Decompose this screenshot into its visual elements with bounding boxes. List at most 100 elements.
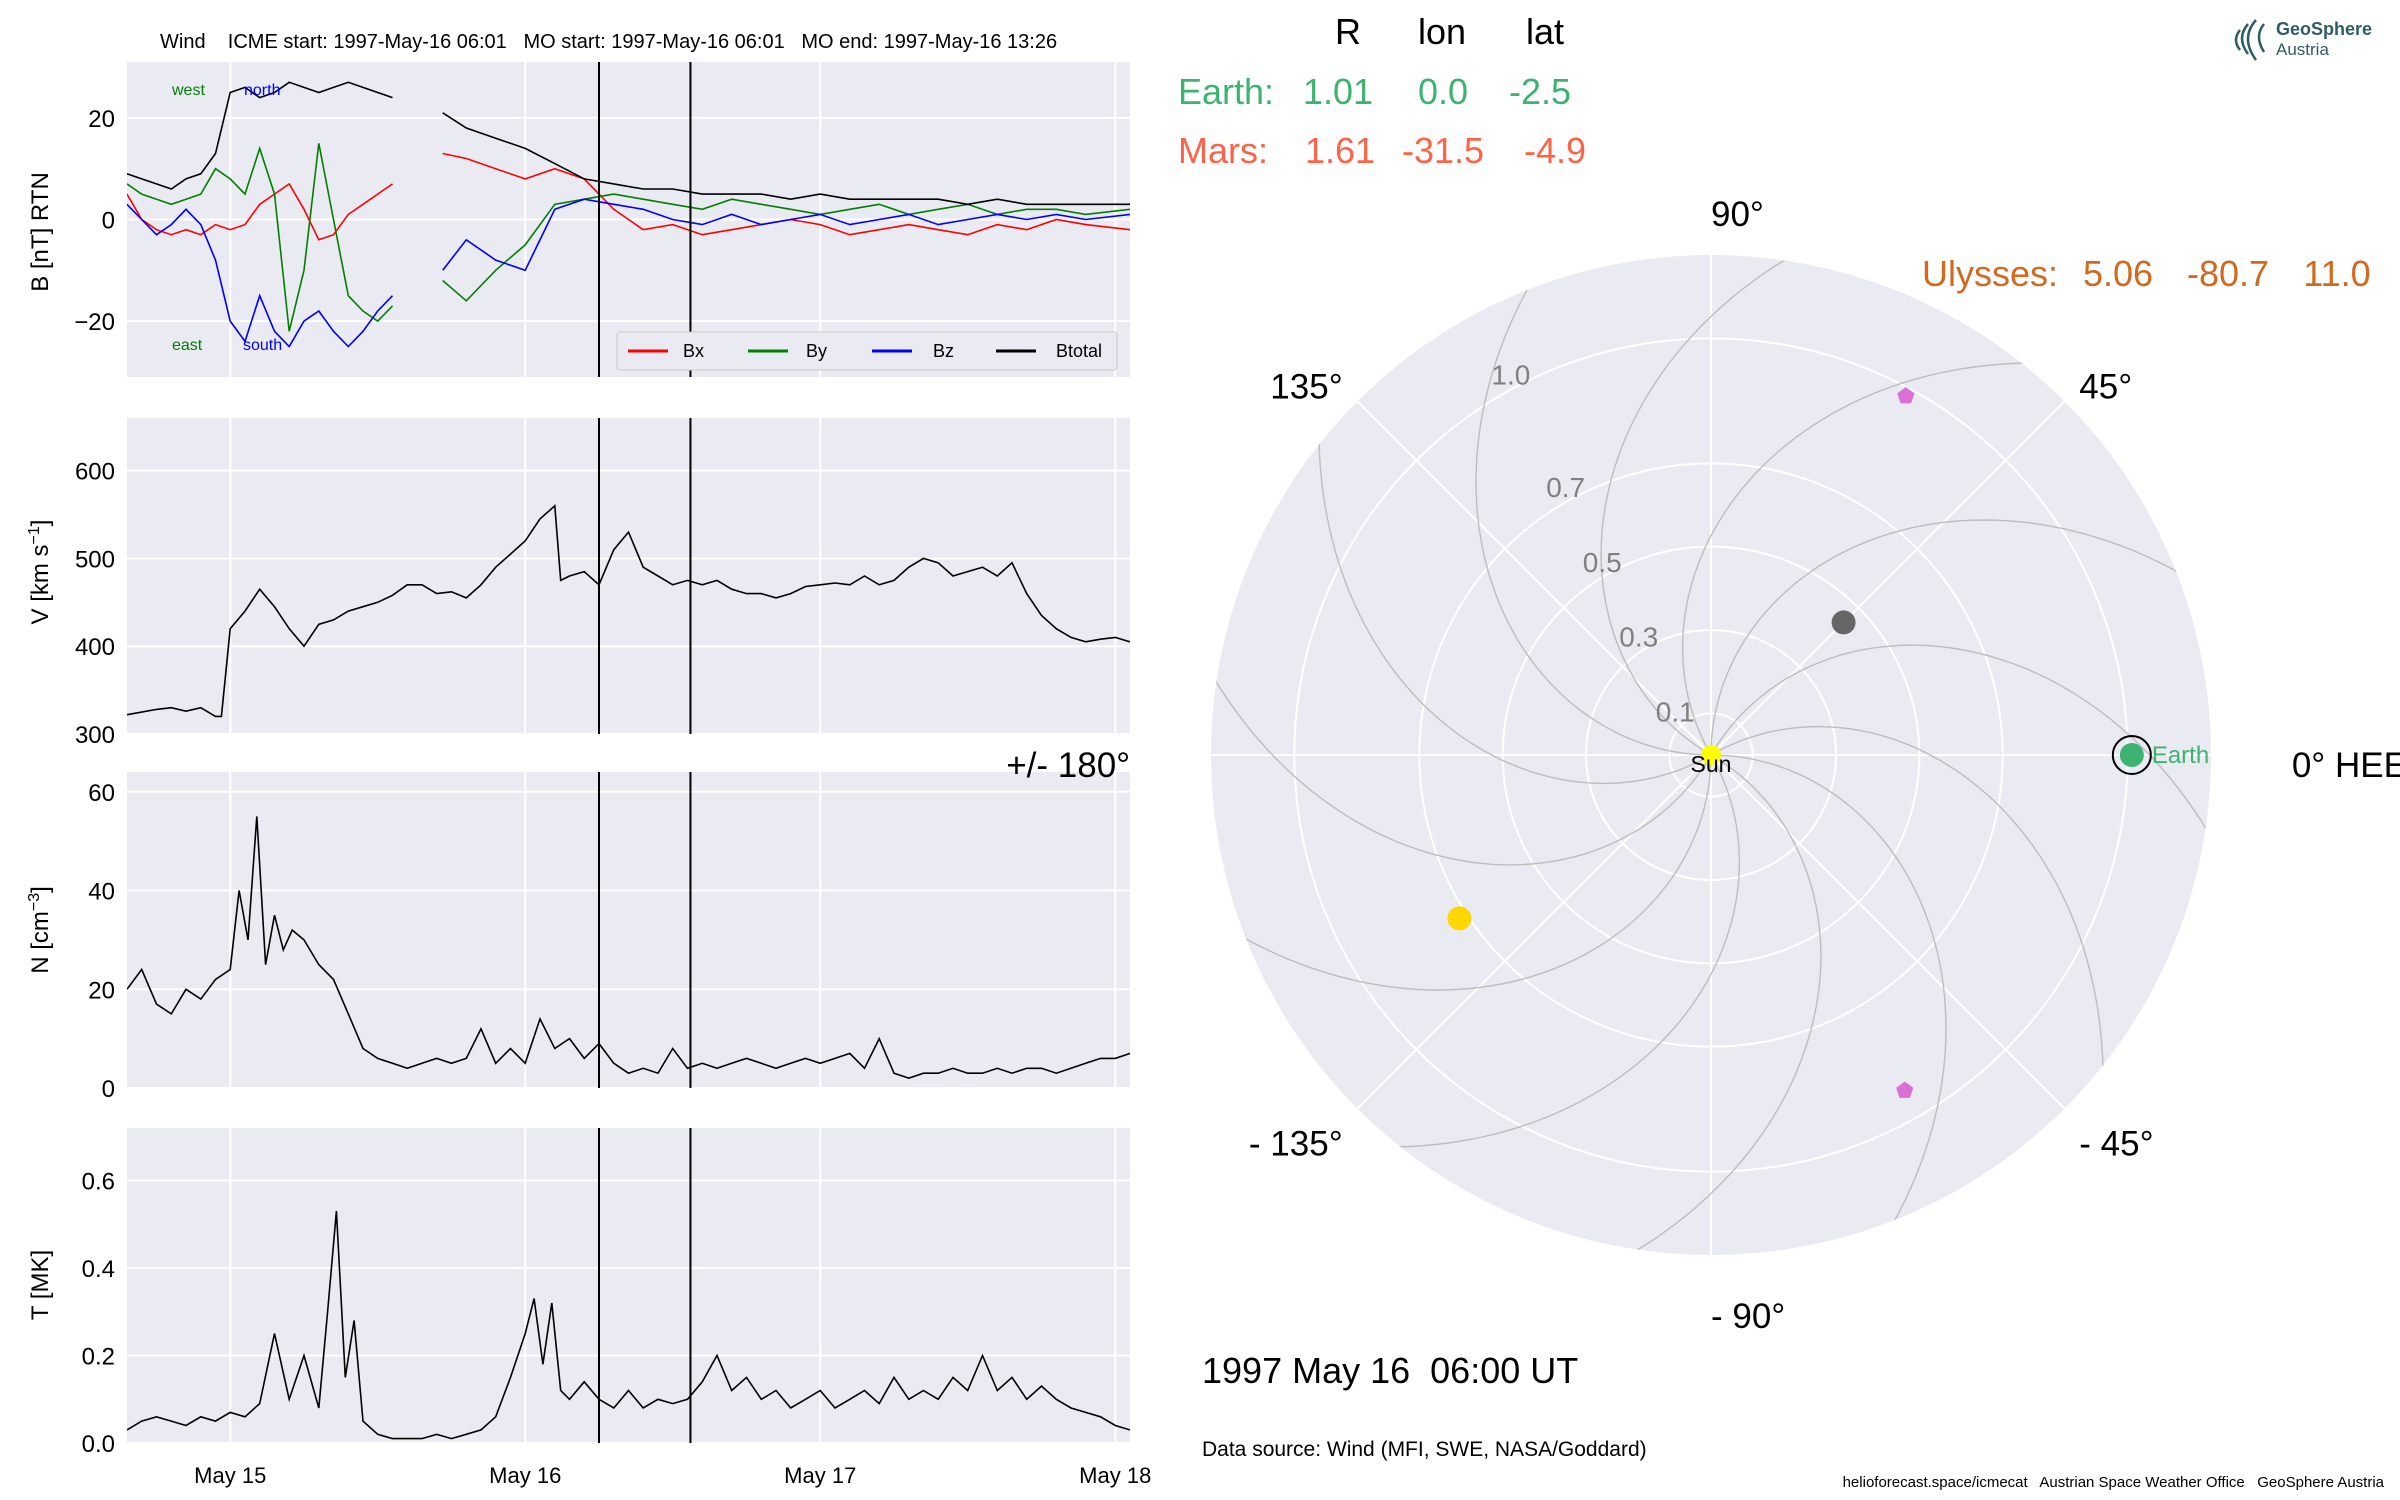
radial-tick-label: 0.7	[1546, 472, 1585, 503]
plot-background	[127, 1128, 1130, 1443]
y-tick-label: 400	[75, 634, 115, 661]
parker-spiral-line	[1318, 347, 1710, 785]
marker-ring-earth	[2111, 735, 2152, 775]
parker-spiral-line	[1600, 255, 1872, 755]
ylabel-n: N [cm−3]	[26, 886, 54, 974]
table-header-lat: lat	[1526, 11, 1564, 52]
y-tick-label: 20	[88, 106, 115, 133]
table-ulysses-lon: -80.7	[2187, 253, 2269, 294]
angle-label: 135°	[1270, 368, 1342, 407]
series-line-bx	[127, 182, 393, 241]
series-line-v	[127, 504, 1130, 718]
speed-panel: 300 400 500 600	[75, 418, 1130, 749]
parker-spiral-line	[1711, 644, 2211, 916]
table-row-earth: Earth: 1.01 0.0 -2.5	[1178, 71, 1571, 112]
radial-tick-label: 1.0	[1491, 360, 1530, 391]
marker-spacecraft-1	[1897, 387, 1915, 404]
parker-spirals	[1211, 255, 2211, 1255]
parker-spiral-line	[1710, 519, 2211, 753]
label-earth: Earth	[2152, 742, 2209, 769]
ylabel-t: T [MK]	[27, 1250, 54, 1320]
legend-label-bz: Bz	[933, 341, 954, 361]
ylabel-v-sup: −1	[26, 526, 43, 544]
angle-label: - 45°	[2079, 1124, 2153, 1163]
y-tick-label: 0.2	[82, 1344, 115, 1371]
series-line-by	[442, 193, 1130, 302]
y-tick-label: 20	[88, 977, 115, 1004]
y-tick-label: 0.0	[82, 1431, 115, 1458]
ylabel-n-text: N [cm	[27, 911, 54, 974]
y-tick-label: −20	[74, 309, 115, 336]
y-tick-label: 500	[75, 546, 115, 573]
x-tick-label: May 16	[489, 1463, 561, 1488]
mag-legend: Bx By Bz Btotal	[616, 331, 1118, 371]
angular-grid-line	[1710, 400, 2066, 756]
table-row-mars: Mars: 1.61 -31.5 -4.9	[1178, 130, 1586, 171]
timestamp: 1997 May 16 06:00 UT	[1202, 1350, 1578, 1391]
angle-label: 0° HEEQ	[2292, 746, 2400, 785]
ylabel-n-tail: ]	[27, 886, 54, 893]
radial-tick-label: 0.3	[1619, 622, 1658, 653]
parker-spiral-line	[1303, 756, 1741, 1148]
logo-line1: GeoSphere	[2276, 19, 2372, 39]
y-tick-label: 40	[88, 879, 115, 906]
y-tick-label: 0.6	[82, 1169, 115, 1196]
table-earth-name: Earth:	[1178, 71, 1274, 112]
plot-background	[127, 772, 1130, 1088]
data-source: Data source: Wind (MFI, SWE, NASA/Goddar…	[1202, 1438, 1647, 1461]
angular-grid-line	[1356, 400, 1712, 756]
table-header-lon: lon	[1418, 11, 1466, 52]
east-label: east	[172, 337, 203, 354]
series-line-bz	[442, 198, 1130, 272]
series-line-n	[127, 816, 1130, 1079]
legend-label-bx: Bx	[683, 341, 704, 361]
x-tick-label: May 17	[784, 1463, 856, 1488]
ylabel-v-tail: ]	[27, 520, 54, 527]
table-mars-lat: -4.9	[1524, 130, 1586, 171]
angular-grid-line	[1710, 754, 2066, 1110]
ylabel-v-text: V [km s	[27, 544, 54, 624]
parker-spiral-line	[1681, 362, 2119, 754]
table-earth-lat: -2.5	[1509, 71, 1571, 112]
parker-spiral-line	[1712, 725, 2104, 1163]
series-line-btotal	[127, 81, 393, 190]
angular-grid-line	[1356, 754, 1712, 1110]
parker-spiral-line	[1211, 757, 1712, 991]
parker-spiral-line	[1211, 594, 1711, 866]
angle-label: - 135°	[1249, 1124, 1343, 1163]
north-label: north	[244, 82, 280, 99]
table-earth-lon: 0.0	[1418, 71, 1468, 112]
marker-earth	[2119, 743, 2144, 767]
angle-label: 90°	[1711, 195, 1764, 234]
table-mars-r: 1.61	[1305, 130, 1375, 171]
temperature-panel: 0.0 0.2 0.4 0.6 May 15 May 16 May 17 May 18	[82, 1128, 1151, 1488]
logo-swirl-icon	[2234, 19, 2266, 61]
parker-spiral-line	[1713, 754, 1947, 1255]
parker-spiral-line	[1475, 255, 1709, 756]
legend-label-btotal: Btotal	[1056, 341, 1102, 361]
table-ulysses-name: Ulysses:	[1922, 253, 2058, 294]
west-label: west	[171, 82, 205, 99]
angle-label: +/- 180°	[1006, 746, 1130, 785]
plot-background	[127, 418, 1130, 734]
polar-plot: 0.1 0.3 0.5 0.7 1.0 0° HEEQ 45° 90° 135° +/- 180°…	[1006, 195, 2400, 1336]
series-line-bz	[127, 203, 394, 348]
x-tick-label: May 18	[1079, 1463, 1151, 1488]
series-line-by	[127, 143, 394, 332]
x-tick-label: May 15	[194, 1463, 266, 1488]
series-line-btotal	[442, 112, 1130, 206]
radial-tick-label: 0.5	[1583, 547, 1622, 578]
logo-line2: Austria	[2276, 40, 2329, 59]
y-tick-label: 0.4	[82, 1256, 115, 1283]
table-mars-name: Mars:	[1178, 130, 1268, 171]
legend-box	[616, 331, 1118, 371]
ylabel-v: V [km s−1]	[26, 520, 54, 625]
density-panel: 0 20 40 60	[88, 772, 1130, 1103]
parker-spiral-line	[1550, 755, 1822, 1255]
table-ulysses-r: 5.06	[2083, 253, 2153, 294]
ylabel-n-sup: −3	[26, 893, 43, 911]
table-earth-r: 1.01	[1303, 71, 1373, 112]
y-tick-label: 0	[102, 208, 115, 235]
y-tick-label: 60	[88, 780, 115, 807]
marker-venus	[1447, 906, 1472, 931]
